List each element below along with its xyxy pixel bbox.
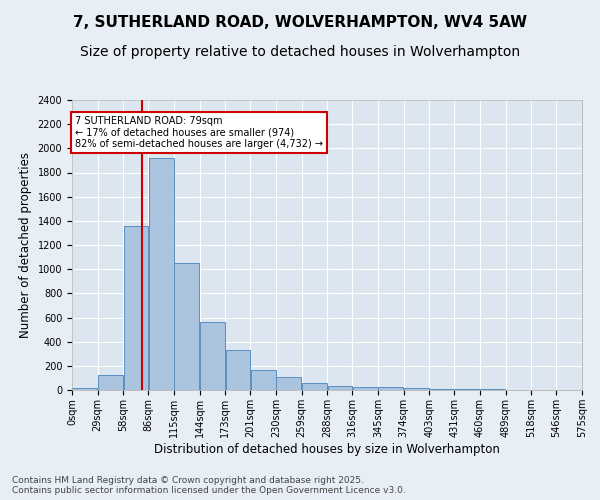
Bar (149, 158, 173, 390)
Text: Contains HM Land Registry data © Crown copyright and database right 2025.
Contai: Contains HM Land Registry data © Crown c… (12, 476, 406, 495)
Bar (328, 386, 352, 390)
Bar (175, 262, 199, 390)
Bar (277, 376, 301, 390)
Bar (430, 389, 454, 390)
Text: 7 SUTHERLAND ROAD: 79sqm
← 17% of detached houses are smaller (974)
82% of semi-: 7 SUTHERLAND ROAD: 79sqm ← 17% of detach… (74, 116, 323, 149)
Bar (251, 370, 275, 390)
Bar (200, 322, 225, 390)
Bar (226, 350, 250, 390)
Bar (379, 388, 403, 390)
Bar (124, 226, 148, 390)
Bar (98, 375, 123, 390)
Bar (302, 382, 327, 390)
X-axis label: Distribution of detached houses by size in Wolverhampton: Distribution of detached houses by size … (154, 442, 500, 456)
Bar (404, 388, 429, 390)
Text: 7, SUTHERLAND ROAD, WOLVERHAMPTON, WV4 5AW: 7, SUTHERLAND ROAD, WOLVERHAMPTON, WV4 5… (73, 15, 527, 30)
Text: Size of property relative to detached houses in Wolverhampton: Size of property relative to detached ho… (80, 45, 520, 59)
Bar (353, 386, 377, 390)
Bar (73, 388, 97, 390)
Y-axis label: Number of detached properties: Number of detached properties (19, 152, 32, 338)
